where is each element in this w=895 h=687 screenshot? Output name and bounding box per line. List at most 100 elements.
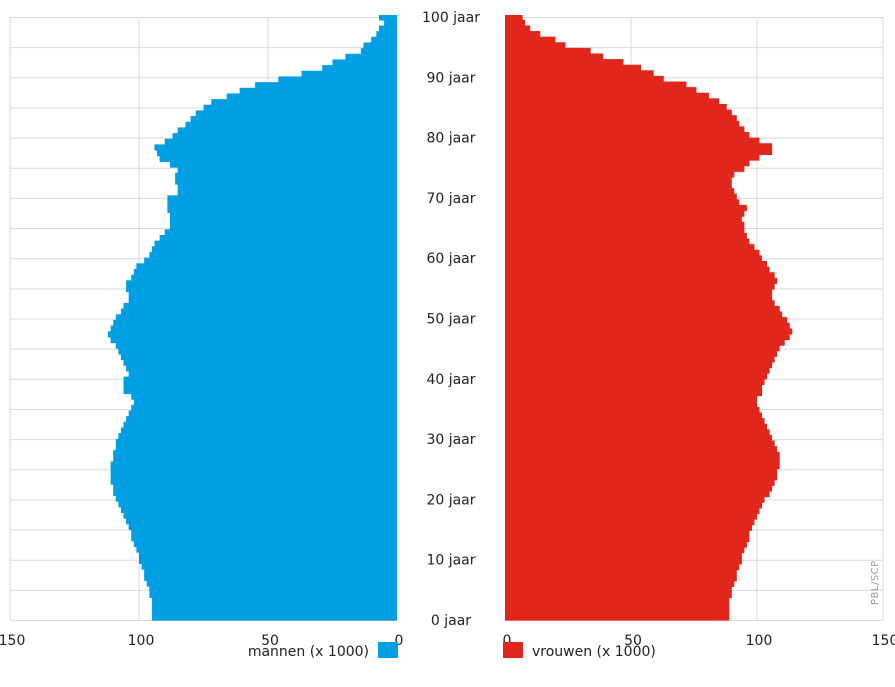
female-bar [505,530,750,537]
female-bar [505,406,760,414]
female-bar [505,496,765,503]
female-bar [505,373,768,380]
male-bar [164,138,397,145]
male-bar [278,76,397,83]
female-bar [505,232,747,240]
female-bar [505,541,747,548]
male-bar [151,614,397,621]
female-bar [505,507,760,515]
female-bar [505,98,720,105]
female-bar [505,42,566,49]
female-bar [505,418,765,425]
male-bar [113,319,397,327]
female-bar [505,305,780,313]
male-bar [157,150,397,157]
male-bar [126,416,397,423]
male-bar [131,274,397,281]
male-bar [118,433,398,440]
female-bar [505,350,778,357]
male-bar [169,223,397,230]
female-bar [505,148,773,156]
male-bar [146,580,397,587]
male-bar [115,438,397,446]
female-bar [505,255,763,262]
male-bar [177,127,397,134]
male-bar [195,110,397,117]
male-bar [110,325,398,332]
female-bar [505,395,757,402]
age-label: 90 jaar [426,70,475,86]
male-bar [133,268,397,276]
female-bar [505,603,730,610]
male-bar [120,353,397,361]
male-bar [128,291,397,298]
male-bar [203,104,397,112]
female-bar [505,328,793,335]
male-bar [167,201,397,208]
male-bar [169,212,397,219]
male-bar [345,53,397,61]
age-label: 40 jaar [426,372,475,388]
female-bar [505,193,737,200]
female-bar [505,513,757,520]
male-bar [151,608,397,615]
male-bar [113,455,397,463]
female-bar [505,19,526,27]
male-bar [133,399,397,406]
male-bar [360,48,397,55]
age-label: 30 jaar [426,432,475,448]
male-bar [123,387,398,395]
female-bar [505,59,624,66]
male-bar [363,42,397,49]
age-label: 0 jaar [431,613,471,629]
age-label: 10 jaar [426,553,475,569]
female-bar [505,440,775,447]
female-bar [505,81,687,88]
male-bar [110,472,398,480]
age-label: 100 jaar [422,10,480,26]
male-bar [172,133,397,140]
female-bar [505,558,742,565]
female-bar [505,479,775,486]
male-bar [120,308,397,315]
female-bar [505,423,768,430]
female-bar [505,586,732,593]
male-bar [139,557,397,564]
female-bar [505,160,750,167]
male-bar [211,99,397,106]
female-bar [505,563,740,571]
male-bar [126,518,397,525]
x-tick-label: 100 [746,633,773,649]
x-tick-label: 100 [128,633,155,649]
female-bar [505,524,752,531]
male-bar [159,155,397,162]
male-bar [120,427,397,434]
female-bar [505,204,747,212]
male-bar [141,563,397,570]
male-bar [115,342,397,349]
female-bar [505,412,763,419]
female-bar [505,519,755,526]
credit-text: PBL/SCP [870,560,881,605]
male-bar [167,195,397,202]
male-bar [108,331,397,338]
female-bar [505,47,591,55]
male-bar [378,25,397,32]
female-bar [505,451,780,458]
male-bar [151,597,397,604]
male-bar [126,280,397,287]
male-bar [131,404,397,412]
female-bar [505,272,775,279]
female-bar [505,446,778,453]
female-bar [505,143,773,150]
female-bar [505,283,775,290]
male-bar [255,82,397,89]
female-bar [505,120,740,127]
male-bar [123,382,398,389]
female-bar [505,614,730,621]
male-bar [322,65,397,72]
female-bar [505,188,735,195]
female-bar [505,552,742,559]
female-bar [505,227,745,234]
